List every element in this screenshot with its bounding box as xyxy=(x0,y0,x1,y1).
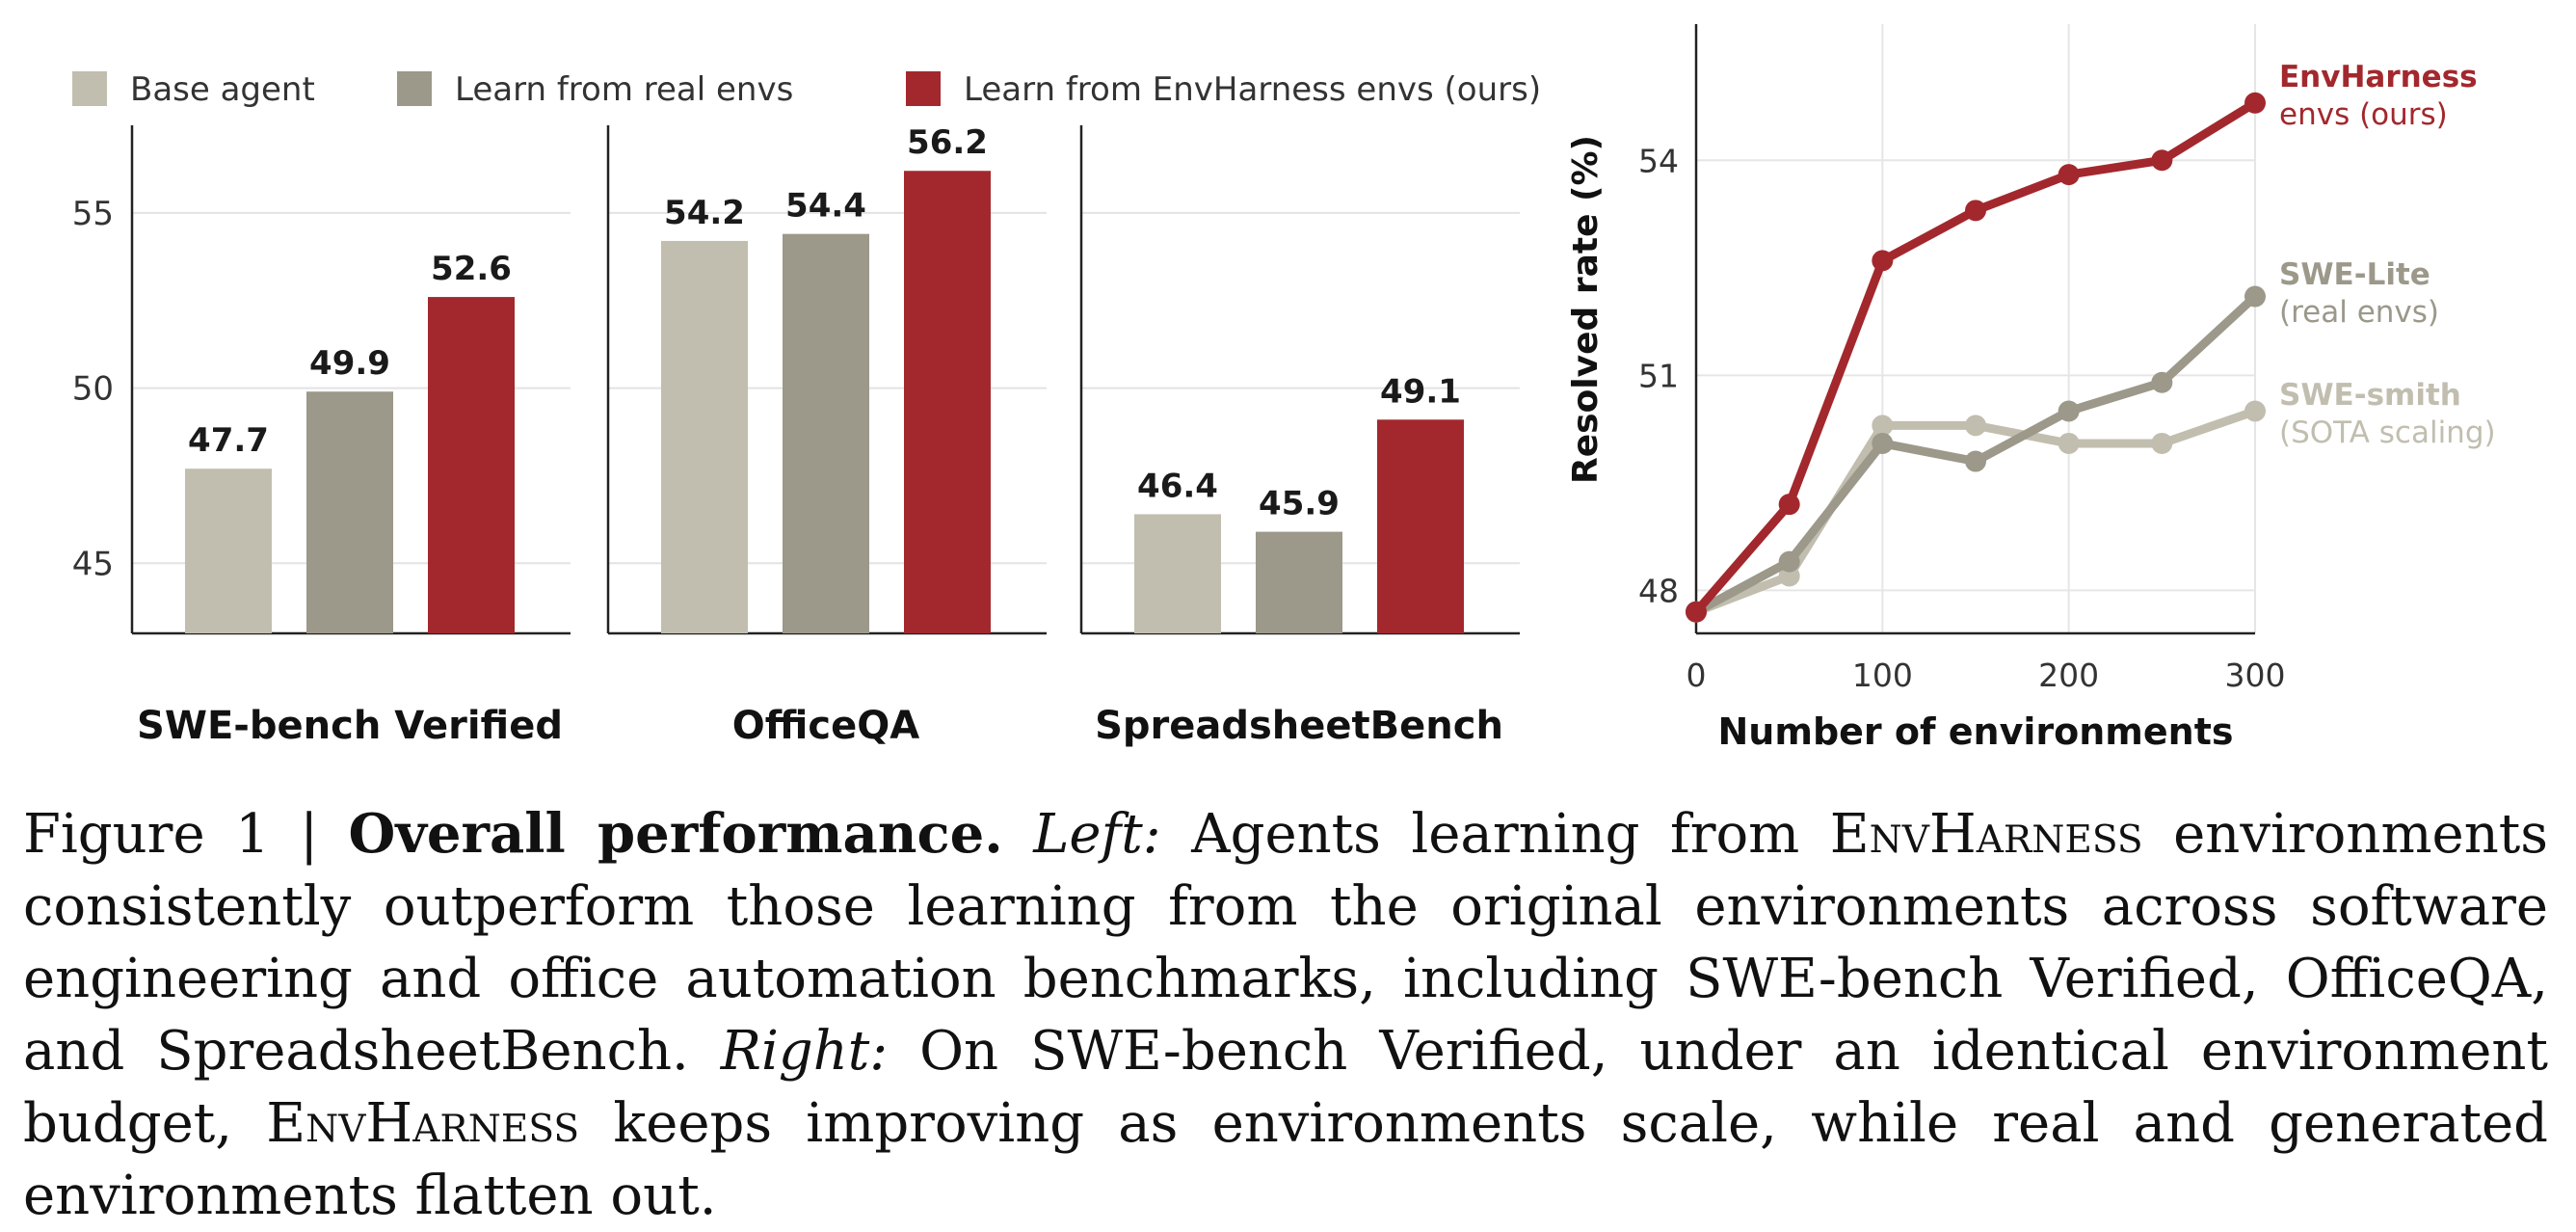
series-label-swe-lite-note: (real envs) xyxy=(2279,295,2439,330)
category-label-spreadsheetbench: SpreadsheetBench xyxy=(1095,704,1503,748)
bar-value-label-spreadsheetbench-base-agent: 46.4 xyxy=(1137,467,1218,505)
line-x-tick-label-0: 0 xyxy=(1686,656,1707,694)
bar-spreadsheetbench-learn-from-envharness-envs-ours xyxy=(1377,419,1464,633)
line-x-axis-label: Number of environments xyxy=(1718,710,2234,753)
line-y-axis-label: Resolved rate (%) xyxy=(1566,135,1606,484)
bar-value-label-officeqa-learn-from-real-envs: 54.4 xyxy=(785,187,866,226)
category-label-swe-bench-verified: SWE-bench Verified xyxy=(137,704,563,748)
legend-swatch-base-agent xyxy=(72,71,107,106)
series-point-swe-smith-200 xyxy=(2058,432,2080,454)
series-label-swe-lite-name: SWE-Lite xyxy=(2279,257,2430,292)
line-y-tick-label-48: 48 xyxy=(1638,572,1679,609)
series-point-envharness-envs-ours-0 xyxy=(1686,601,1707,623)
series-point-envharness-envs-ours-50 xyxy=(1778,494,1800,516)
line-x-tick-label-300: 300 xyxy=(2225,656,2286,694)
bar-value-label-officeqa-learn-from-envharness-envs-ours: 56.2 xyxy=(907,123,988,162)
series-label-envharness-envs-ours-note: envs (ours) xyxy=(2279,97,2448,132)
bar-value-label-spreadsheetbench-learn-from-envharness-envs-ours: 49.1 xyxy=(1380,372,1461,411)
series-point-envharness-envs-ours-100 xyxy=(1872,250,1894,272)
series-point-envharness-envs-ours-200 xyxy=(2058,164,2080,186)
series-point-envharness-envs-ours-150 xyxy=(1965,200,1986,222)
line-chart: 0 100 200 300 48 51 54 Number of environments Re… xyxy=(1566,24,2496,753)
bar-spreadsheetbench-learn-from-real-envs xyxy=(1256,531,1342,633)
series-point-swe-lite-250 xyxy=(2151,371,2173,393)
bar-value-label-spreadsheetbench-learn-from-real-envs: 45.9 xyxy=(1259,485,1340,523)
caption-envharness-name-1: EnvHarness xyxy=(1829,803,2143,866)
bar-value-label-officeqa-base-agent: 54.2 xyxy=(664,194,745,232)
bar-officeqa-learn-from-envharness-envs-ours xyxy=(904,171,991,633)
series-label-swe-smith-name: SWE-smith xyxy=(2279,378,2461,413)
bar-swe-bench-verified-learn-from-envharness-envs-ours xyxy=(428,297,515,633)
caption-left-label: Left: xyxy=(1033,803,1161,866)
legend-label-base-agent: Base agent xyxy=(130,70,315,109)
bar-chart: 45 50 55 47.7 49.9 52.6 SWE-bench Verified 54.2… xyxy=(72,123,1520,748)
y-tick-label-45: 45 xyxy=(72,545,114,583)
y-tick-label-50: 50 xyxy=(72,370,114,409)
bar-officeqa-learn-from-real-envs xyxy=(783,233,869,634)
series-point-envharness-envs-ours-250 xyxy=(2151,149,2173,172)
legend-label-learn-from-real-envs: Learn from real envs xyxy=(455,70,793,109)
figure-1: Base agent Learn from real envs Learn from… xyxy=(72,24,2496,753)
series-label-envharness-envs-ours-name: EnvHarness xyxy=(2279,60,2478,94)
caption-figure-number: Figure 1 | xyxy=(23,803,349,866)
series-point-swe-lite-200 xyxy=(2058,400,2080,422)
bar-value-label-swe-bench-verified-learn-from-real-envs: 49.9 xyxy=(309,344,390,383)
caption-right-label: Right: xyxy=(720,1020,889,1083)
bar-chart-legend: Base agent Learn from real envs Learn from… xyxy=(72,70,1541,109)
series-line-envharness-envs-ours xyxy=(1691,98,2260,617)
legend-label-learn-from-envharness-envs-ours: Learn from EnvHarness envs (ours) xyxy=(964,70,1541,109)
legend-swatch-learn-from-real-envs xyxy=(397,71,432,106)
caption-text-3: On SWE-bench Verified, under an identica… xyxy=(23,1020,2548,1155)
series-point-swe-lite-50 xyxy=(1778,550,1800,573)
bar-swe-bench-verified-base-agent xyxy=(185,469,272,633)
bar-spreadsheetbench-base-agent xyxy=(1134,514,1221,633)
bar-value-label-swe-bench-verified-base-agent: 47.7 xyxy=(188,421,269,460)
series-point-swe-smith-300 xyxy=(2244,400,2266,422)
y-tick-label-55: 55 xyxy=(72,195,114,233)
bar-officeqa-base-agent xyxy=(661,240,748,633)
bar-swe-bench-verified-learn-from-real-envs xyxy=(306,391,393,633)
series-point-swe-smith-150 xyxy=(1965,415,1986,437)
caption-text-1: Agents learning from xyxy=(1160,803,1830,866)
caption-bold-title: Overall performance. xyxy=(348,802,1003,866)
series-label-swe-smith-note: (SOTA scaling) xyxy=(2279,415,2496,450)
series-point-swe-lite-150 xyxy=(1965,450,1986,472)
line-x-tick-label-100: 100 xyxy=(1852,656,1913,694)
line-y-tick-label-51: 51 xyxy=(1638,357,1679,394)
series-point-swe-smith-100 xyxy=(1872,415,1894,437)
category-label-officeqa: OfficeQA xyxy=(732,704,919,748)
caption-envharness-name-2: EnvHarness xyxy=(266,1092,580,1155)
caption-text-2: environments consistently outperform tho… xyxy=(23,803,2548,1083)
legend-swatch-learn-from-envharness-envs-ours xyxy=(906,71,941,106)
series-point-swe-smith-250 xyxy=(2151,432,2173,454)
bar-value-label-swe-bench-verified-learn-from-envharness-envs-ours: 52.6 xyxy=(431,250,512,288)
series-point-envharness-envs-ours-300 xyxy=(2244,92,2266,114)
series-point-swe-lite-100 xyxy=(1872,432,1894,454)
figure-caption: Figure 1 | Overall performance. Left: Ag… xyxy=(23,798,2548,1232)
line-y-tick-label-54: 54 xyxy=(1638,142,1679,179)
series-point-swe-lite-300 xyxy=(2244,285,2266,308)
line-x-tick-label-200: 200 xyxy=(2038,656,2099,694)
